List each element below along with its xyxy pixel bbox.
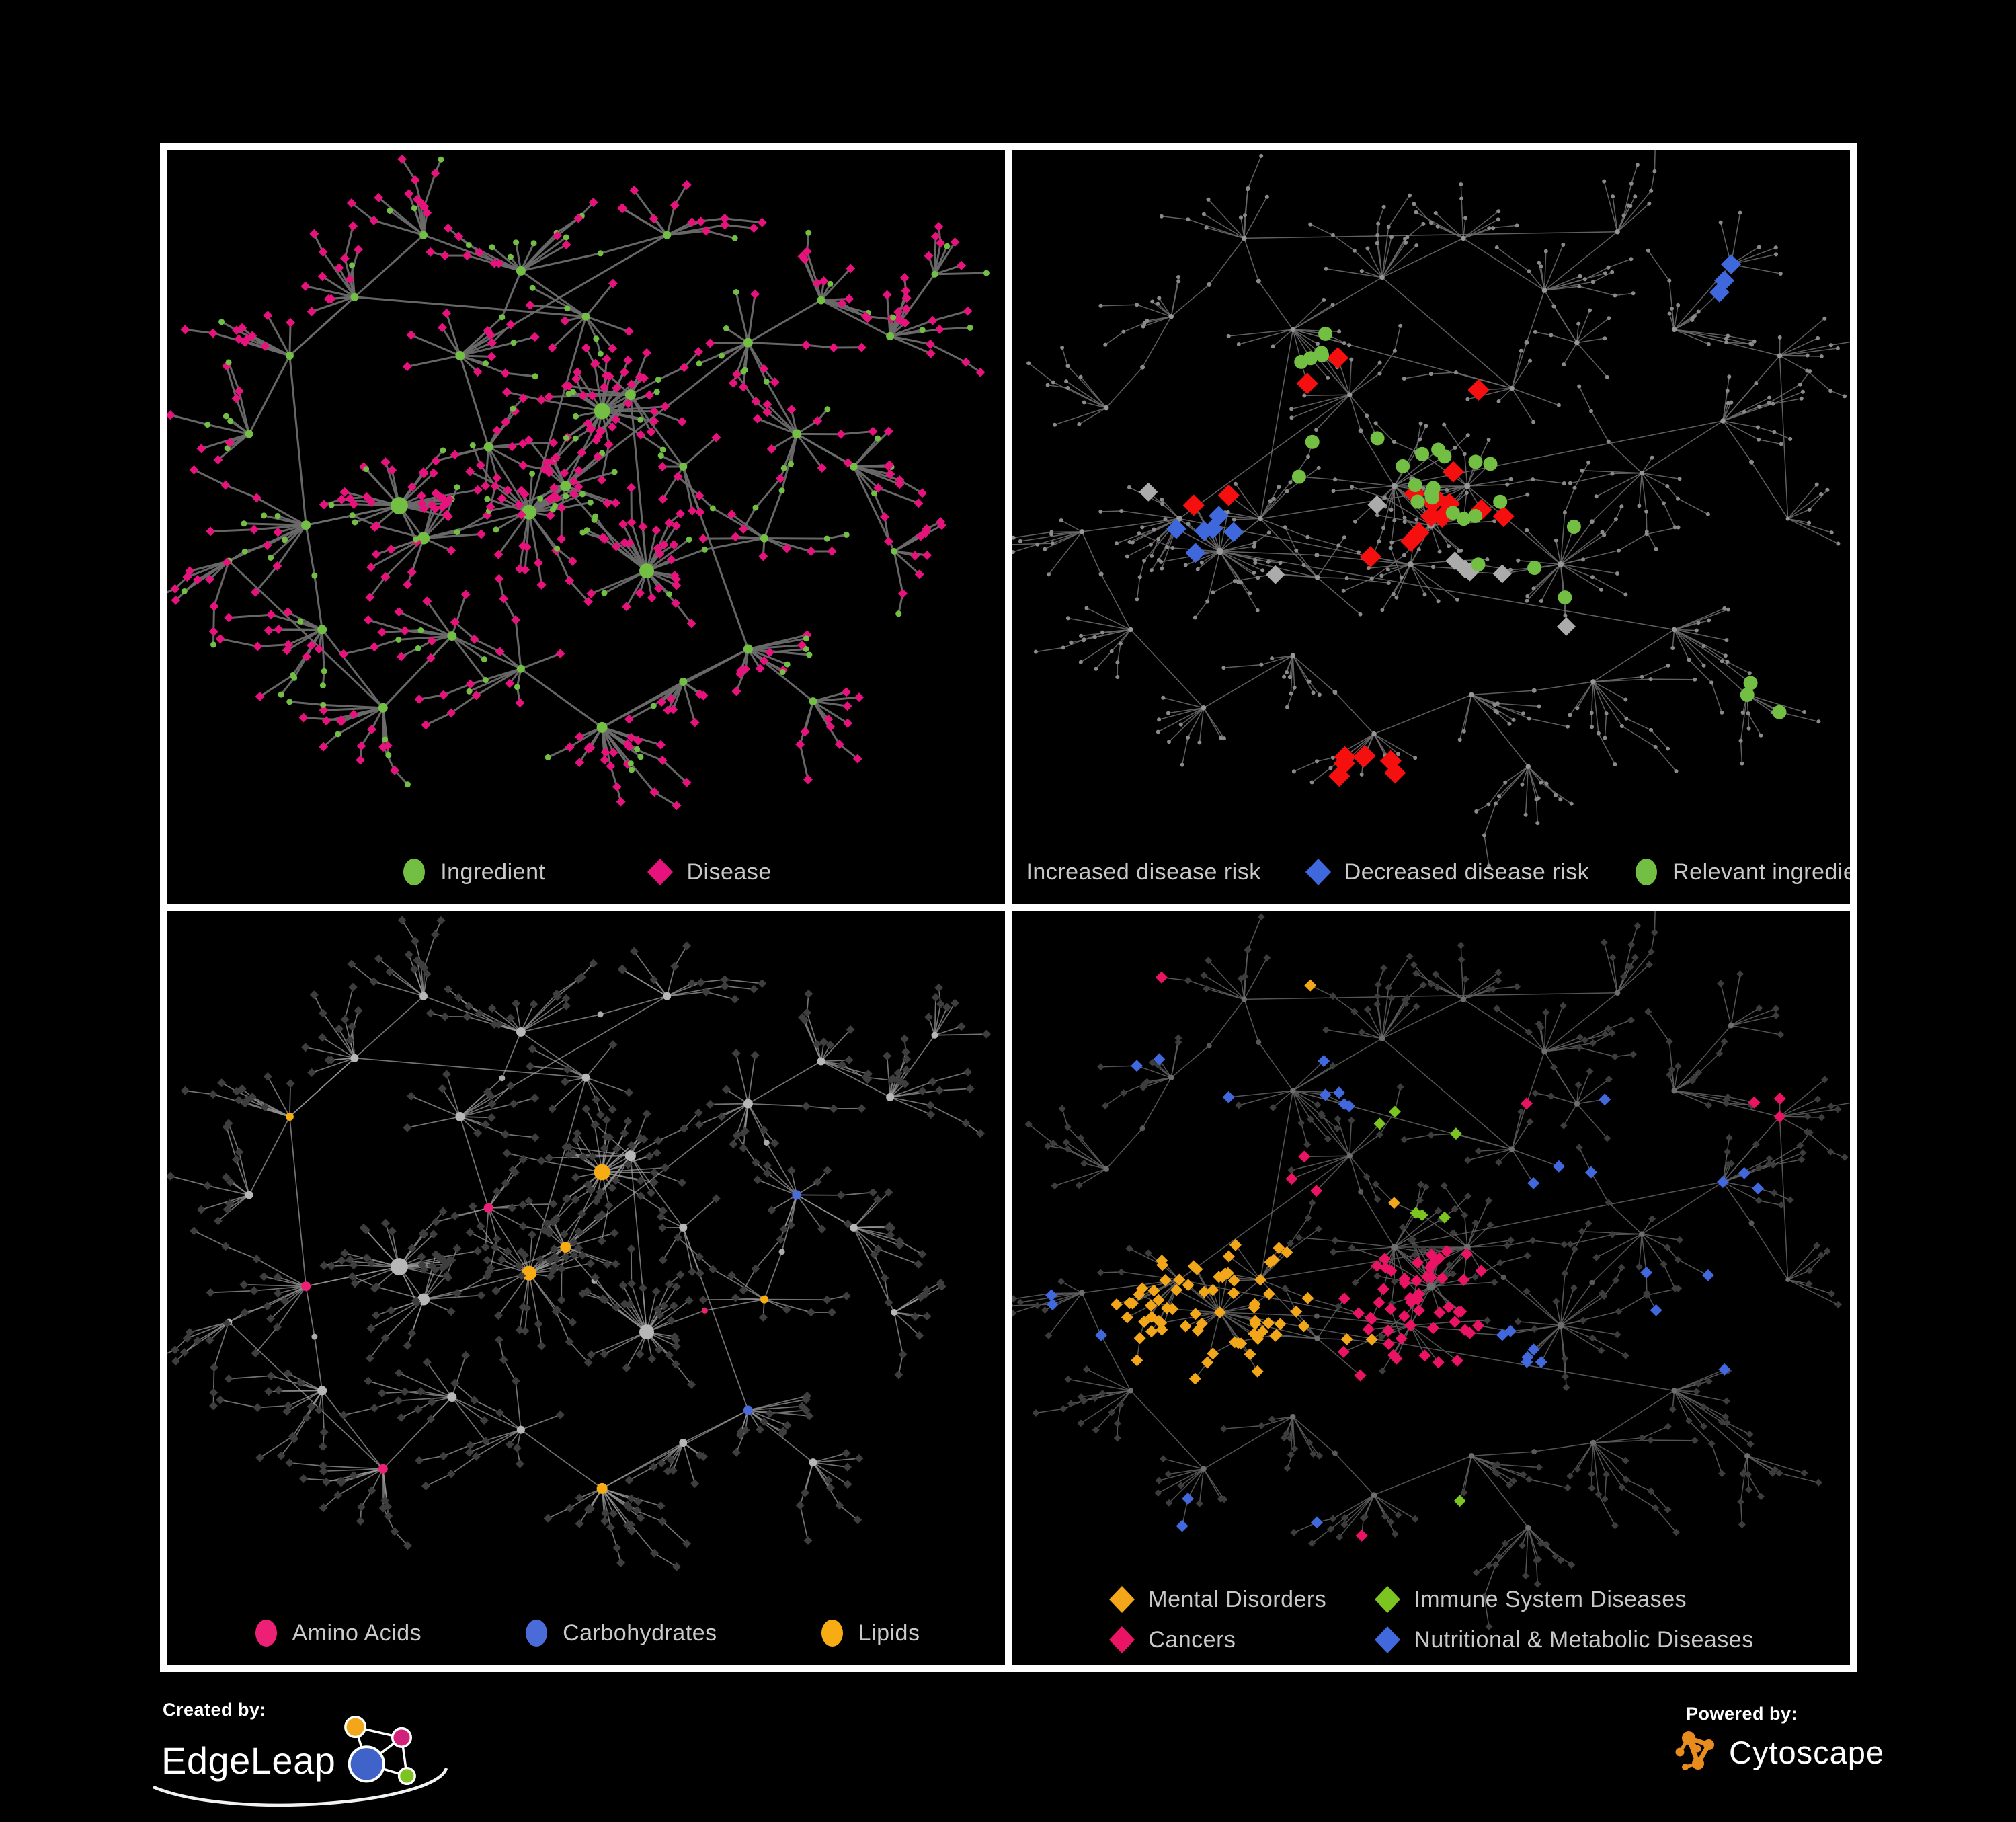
legend-label: Decreased disease risk (1344, 859, 1589, 885)
legend-item-cancers: Cancers (1108, 1625, 1326, 1655)
figure-grid: Ingredient Disease Increased disease risk… (160, 143, 1857, 1672)
network-nutrient-classes (167, 911, 1005, 1665)
legend-disease-classes: Mental Disorders Immune System Diseases Ca… (1012, 1585, 1850, 1655)
legend-item-lipids: Lipids (818, 1618, 920, 1648)
panel-nutrient-classes: Amino Acids Carbohydrates Lipids (167, 911, 1005, 1665)
legend-label: Increased disease risk (1026, 859, 1260, 885)
legend-item-decreased-disease-risk: Decreased disease risk (1304, 857, 1589, 887)
panel-disease-classes: Mental Disorders Immune System Diseases Ca… (1012, 911, 1850, 1665)
legend-item-increased-disease-risk: Increased disease risk (1012, 857, 1261, 887)
legend-label: Cancers (1148, 1627, 1236, 1653)
legend-ingredient-disease: Ingredient Disease (167, 857, 1005, 887)
legend-item-amino-acids: Amino Acids (252, 1618, 422, 1648)
panel-ingredient-disease: Ingredient Disease (167, 150, 1005, 904)
cytoscape-brand: Cytoscape (1729, 1734, 1884, 1771)
cytoscape-credit: Powered by: Cytoscape (1675, 1704, 1971, 1811)
legend-diamond-icon (1373, 1625, 1402, 1655)
legend-diamond-icon (1373, 1585, 1402, 1614)
legend-diamond-icon (646, 857, 674, 887)
panel-disease-risk: Increased disease risk Decreased disease … (1012, 150, 1850, 904)
legend-label: Mental Disorders (1148, 1587, 1326, 1613)
legend-label: Lipids (858, 1620, 920, 1647)
legend-circle-icon (522, 1618, 551, 1648)
legend-diamond-icon (1012, 857, 1014, 887)
legend-diamond-icon (1108, 1625, 1136, 1655)
legend-item-carbohydrates: Carbohydrates (522, 1618, 717, 1648)
legend-label: Ingredient (440, 859, 545, 885)
legend-label: Amino Acids (292, 1620, 422, 1647)
legend-diamond-icon (1108, 1585, 1136, 1614)
legend-circle-icon (252, 1618, 280, 1648)
network-disease-risk (1012, 150, 1850, 904)
legend-item-mental-disorders: Mental Disorders (1108, 1585, 1326, 1614)
legend-diamond-icon (1304, 857, 1332, 887)
created-by-label: Created by: (155, 1700, 491, 1720)
legend-item-nutritional-metabolic-diseases: Nutritional & Metabolic Diseases (1373, 1625, 1753, 1655)
legend-circle-icon (818, 1618, 846, 1648)
legend-label: Disease (686, 859, 771, 885)
legend-disease-risk: Increased disease risk Decreased disease … (1012, 857, 1850, 887)
network-disease-classes (1012, 911, 1850, 1665)
edgeleap-brand: EdgeLeap (155, 1739, 335, 1782)
legend-label: Carbohydrates (563, 1620, 717, 1647)
legend-item-relevant-ingredient: Relevant ingredient (1632, 857, 1850, 887)
edgeleap-credit: Created by: EdgeLeap (155, 1700, 491, 1817)
network-ingredient-disease (167, 150, 1005, 904)
legend-circle-icon (1632, 857, 1660, 887)
legend-label: Nutritional & Metabolic Diseases (1414, 1627, 1753, 1653)
legend-item-disease: Disease (646, 857, 771, 887)
edgeleap-logo-icon (337, 1712, 423, 1798)
legend-label: Immune System Diseases (1414, 1587, 1687, 1613)
legend-nutrient-classes: Amino Acids Carbohydrates Lipids (167, 1618, 1005, 1648)
legend-item-ingredient: Ingredient (400, 857, 545, 887)
legend-label: Relevant ingredient (1672, 859, 1850, 885)
powered-by-label: Powered by: (1675, 1704, 1971, 1725)
legend-item-immune-system-diseases: Immune System Diseases (1373, 1585, 1753, 1614)
cytoscape-logo-icon (1675, 1729, 1720, 1776)
legend-circle-icon (400, 857, 428, 887)
